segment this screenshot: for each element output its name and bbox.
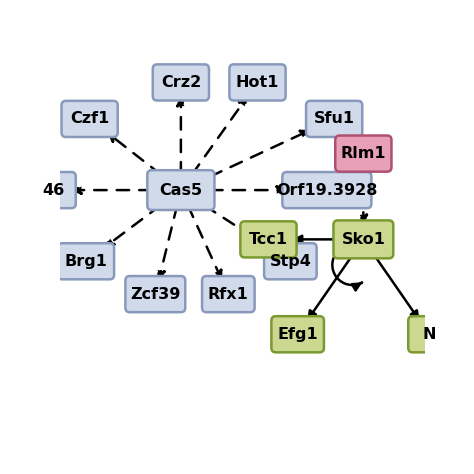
FancyBboxPatch shape: [147, 170, 214, 210]
FancyBboxPatch shape: [335, 136, 392, 172]
Text: Tcc1: Tcc1: [249, 232, 288, 247]
FancyBboxPatch shape: [126, 276, 185, 312]
Text: Sfu1: Sfu1: [314, 111, 355, 127]
Text: 46: 46: [42, 182, 64, 198]
Text: Crz2: Crz2: [161, 75, 201, 90]
Text: Orf19.3928: Orf19.3928: [276, 182, 378, 198]
Text: Czf1: Czf1: [70, 111, 109, 127]
FancyBboxPatch shape: [62, 101, 118, 137]
FancyBboxPatch shape: [272, 316, 324, 352]
FancyBboxPatch shape: [153, 64, 209, 100]
FancyBboxPatch shape: [30, 172, 76, 208]
Text: Stp4: Stp4: [269, 254, 311, 269]
Text: Brg1: Brg1: [64, 254, 108, 269]
FancyBboxPatch shape: [240, 221, 297, 257]
Text: Cas5: Cas5: [159, 182, 202, 198]
FancyBboxPatch shape: [202, 276, 255, 312]
FancyBboxPatch shape: [58, 243, 114, 279]
FancyBboxPatch shape: [264, 243, 317, 279]
Text: N: N: [422, 327, 436, 342]
Text: Hot1: Hot1: [236, 75, 279, 90]
FancyBboxPatch shape: [408, 316, 450, 352]
FancyBboxPatch shape: [283, 172, 372, 208]
FancyBboxPatch shape: [306, 101, 362, 137]
Text: Zcf39: Zcf39: [130, 287, 181, 301]
FancyBboxPatch shape: [229, 64, 286, 100]
Text: Rfx1: Rfx1: [208, 287, 249, 301]
Text: Sko1: Sko1: [341, 232, 385, 247]
Text: Rlm1: Rlm1: [341, 146, 386, 161]
FancyBboxPatch shape: [333, 220, 393, 258]
Text: Efg1: Efg1: [277, 327, 318, 342]
